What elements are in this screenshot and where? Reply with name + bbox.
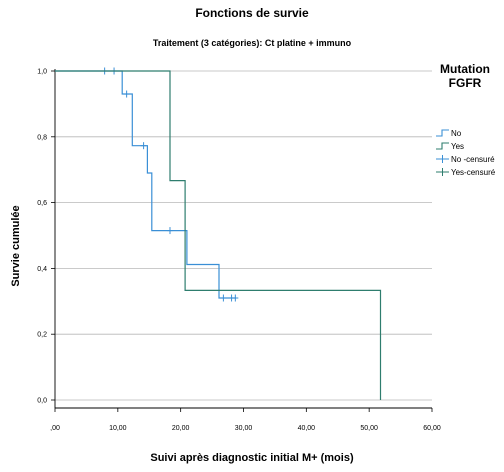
- legend-step-symbol: [436, 129, 449, 137]
- legend-label: Yes: [451, 142, 464, 151]
- legend-title: Mutation FGFR: [440, 62, 490, 90]
- y-tick-label: 1,0: [37, 69, 47, 76]
- legend-label: No -censuré: [451, 155, 495, 164]
- y-tick-label: 0,2: [37, 332, 47, 339]
- y-tick-label: 0,8: [37, 134, 47, 141]
- y-tick-label: 0,0: [37, 398, 47, 405]
- x-tick-label: 20,00: [172, 425, 190, 432]
- legend-step-symbol: [436, 142, 449, 150]
- y-tick-label: 0,4: [37, 266, 47, 273]
- x-tick-label: 30,00: [235, 425, 253, 432]
- x-tick-label: 40,00: [298, 425, 316, 432]
- chart-subtitle: Traitement (3 catégories): Ct platine + …: [152, 38, 352, 48]
- series-line-yes: [55, 70, 382, 400]
- x-tick-label: 50,00: [360, 425, 378, 432]
- legend-label: No: [451, 129, 462, 138]
- series-line-no: [55, 70, 236, 299]
- chart-title: Fonctions de survie: [195, 6, 309, 20]
- x-tick-label: 60,00: [423, 425, 441, 432]
- legend-label: Yes-censuré: [451, 168, 496, 177]
- x-tick-label: ,00: [50, 425, 60, 432]
- x-axis-label: Suivi après diagnostic initial M+ (mois): [150, 452, 354, 464]
- y-tick-label: 0,6: [37, 200, 47, 207]
- x-tick-label: 10,00: [109, 425, 127, 432]
